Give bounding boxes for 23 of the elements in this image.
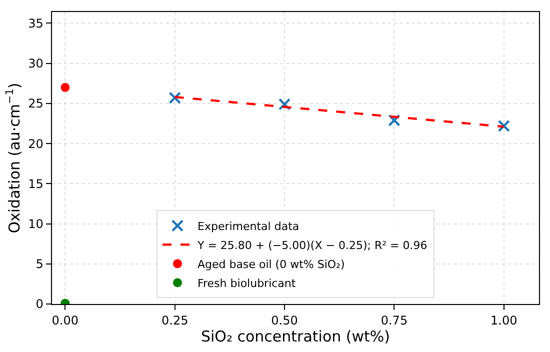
x-tick-label: 0.50	[271, 314, 298, 328]
legend-label: Y = 25.80 + (−5.00)(X − 0.25); R² = 0.96	[196, 238, 428, 252]
point	[60, 82, 70, 92]
legend-label: Experimental data	[198, 220, 300, 233]
point	[498, 120, 510, 132]
point	[278, 98, 291, 110]
x-axis-title: SiO₂ concentration (wt%)	[200, 328, 390, 346]
y-tick-label: 20	[28, 136, 44, 151]
y-tick-label: 30	[28, 56, 44, 71]
x-tick-label: 1.00	[490, 314, 518, 328]
y-tick-label: 35	[28, 16, 44, 30]
legend-label: Fresh biolubricant	[198, 276, 296, 290]
y-tick-label: 5	[36, 257, 44, 272]
point	[168, 92, 181, 104]
y-tick-label: 25	[28, 96, 44, 111]
x-tick-label: 0.25	[161, 314, 188, 328]
y-tick-label: 10	[28, 216, 44, 231]
x-tick-label: 0.75	[380, 314, 408, 328]
x-tick-label: 0.00	[52, 314, 79, 328]
y-tick-label: 15	[28, 176, 44, 191]
y-tick-label: 0	[36, 297, 44, 312]
point	[388, 114, 400, 126]
legend-label: Aged base oil (0 wt% SiO₂)	[198, 258, 345, 271]
